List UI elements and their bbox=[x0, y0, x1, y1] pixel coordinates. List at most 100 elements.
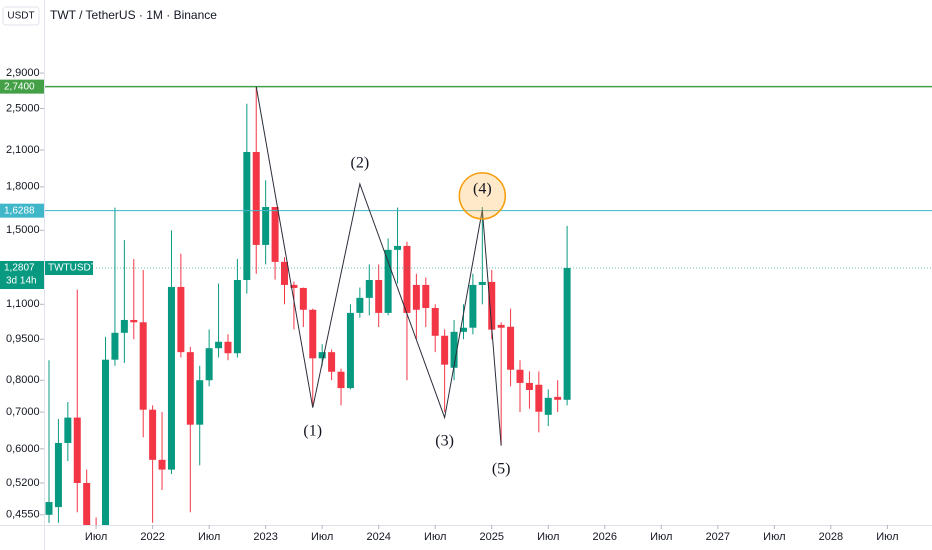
candle-body bbox=[139, 322, 147, 410]
y-tick-label: 1,5000 bbox=[6, 224, 40, 236]
candle-body bbox=[215, 341, 223, 349]
y-tick-label: 2,1000 bbox=[6, 144, 40, 156]
y-tick-label: 0,6000 bbox=[6, 443, 40, 455]
currency[interactable]: USDT bbox=[7, 11, 34, 22]
x-tick-label: Июл bbox=[198, 531, 220, 543]
candle-body bbox=[497, 324, 505, 328]
candle-body bbox=[177, 286, 185, 353]
y-tick-label: 0,4550 bbox=[6, 509, 40, 521]
x-tick-label: Июл bbox=[650, 531, 672, 543]
candle-body bbox=[535, 384, 543, 412]
price-label: 2,7400 bbox=[4, 81, 35, 92]
candle-body bbox=[252, 152, 260, 245]
candle-body bbox=[375, 279, 383, 313]
wave-label: (1) bbox=[303, 422, 322, 439]
y-tick-label: 2,5000 bbox=[6, 102, 40, 114]
candle-body bbox=[563, 267, 571, 400]
candle-body bbox=[478, 281, 486, 285]
candle-body bbox=[271, 207, 279, 262]
x-tick-label: 2022 bbox=[140, 531, 164, 543]
candle-body bbox=[450, 331, 458, 368]
highlight-circle bbox=[458, 172, 507, 220]
wave-label: (5) bbox=[492, 460, 511, 477]
countdown: 3d 14h bbox=[6, 276, 37, 287]
candle-body bbox=[64, 417, 72, 443]
wave-line bbox=[255, 86, 502, 446]
x-tick-label: Июл bbox=[424, 531, 446, 543]
candle-body bbox=[459, 327, 467, 332]
candle-body bbox=[318, 352, 326, 359]
candle-body bbox=[554, 396, 562, 400]
candle-body bbox=[507, 326, 515, 370]
candle-body bbox=[290, 284, 298, 288]
x-tick-label: Июл bbox=[876, 531, 898, 543]
x-tick-label: Июл bbox=[763, 531, 785, 543]
x-tick-label: 2027 bbox=[706, 531, 730, 543]
x-tick-label: 2026 bbox=[593, 531, 617, 543]
candle-body bbox=[384, 249, 392, 313]
candle-body bbox=[469, 284, 477, 328]
candle-body bbox=[262, 207, 270, 245]
price-label: 1,6288 bbox=[4, 205, 35, 216]
x-tick-label: 2025 bbox=[479, 531, 503, 543]
candle-body bbox=[544, 397, 552, 415]
candle-body bbox=[328, 352, 336, 372]
symbol-label: TWTUSDT bbox=[48, 263, 97, 274]
candle-body bbox=[356, 297, 364, 313]
candle-body bbox=[403, 245, 411, 313]
wave-label: (2) bbox=[351, 155, 370, 172]
wave-label: (4) bbox=[473, 181, 492, 198]
candle-body bbox=[54, 442, 62, 508]
candle-body bbox=[441, 335, 449, 365]
candle-body bbox=[233, 279, 241, 354]
y-tick-label: 0,5200 bbox=[6, 477, 40, 489]
candle-body bbox=[186, 352, 194, 425]
candle-body bbox=[365, 279, 373, 298]
wave-label: (3) bbox=[435, 432, 454, 449]
plot-area bbox=[45, 86, 571, 525]
candle-body bbox=[281, 261, 288, 285]
candle-body bbox=[309, 309, 317, 359]
y-tick-label: 1,1000 bbox=[6, 298, 40, 310]
y-tick-label: 0,7000 bbox=[6, 406, 40, 418]
candle-body bbox=[167, 286, 175, 470]
candle-body bbox=[243, 152, 251, 280]
y-tick-label: 2,9000 bbox=[6, 67, 40, 79]
candle-body bbox=[337, 371, 345, 389]
candle-body bbox=[45, 502, 53, 515]
price-label-box bbox=[0, 79, 44, 94]
x-tick-label: Июл bbox=[537, 531, 559, 543]
candle-body bbox=[149, 409, 157, 460]
symbol-box bbox=[45, 261, 93, 276]
candle-body bbox=[394, 245, 402, 250]
candle-body bbox=[196, 380, 204, 425]
x-tick-label: 2028 bbox=[819, 531, 843, 543]
candle-body bbox=[431, 308, 439, 336]
price-label-box bbox=[0, 203, 44, 218]
chart-title: TWT / TetherUS · 1M · Binance bbox=[50, 8, 217, 22]
candle-body bbox=[73, 417, 81, 483]
y-tick-label: 0,9500 bbox=[6, 333, 40, 345]
candle-body bbox=[83, 482, 91, 525]
candle-body bbox=[412, 284, 420, 310]
candle-body bbox=[488, 281, 496, 330]
candle-body bbox=[525, 382, 533, 390]
x-tick-label: 2024 bbox=[366, 531, 390, 543]
candle-body bbox=[158, 459, 166, 470]
candle-body bbox=[111, 332, 119, 360]
y-tick-label: 0,8000 bbox=[6, 374, 40, 386]
last-price-box bbox=[0, 261, 44, 290]
candle-body bbox=[422, 284, 430, 309]
last-price-label: 1,2807 bbox=[4, 263, 35, 274]
x-tick-label: Июл bbox=[85, 531, 107, 543]
candle-body bbox=[102, 359, 110, 525]
candle-body bbox=[516, 369, 524, 383]
x-tick-label: Июл bbox=[311, 531, 333, 543]
candle-body bbox=[120, 319, 128, 333]
candle-body bbox=[205, 348, 213, 381]
x-tick-label: 2023 bbox=[253, 531, 277, 543]
candle-body bbox=[346, 312, 354, 389]
y-tick-label: 1,8000 bbox=[6, 181, 40, 193]
currency-button[interactable] bbox=[2, 6, 40, 26]
